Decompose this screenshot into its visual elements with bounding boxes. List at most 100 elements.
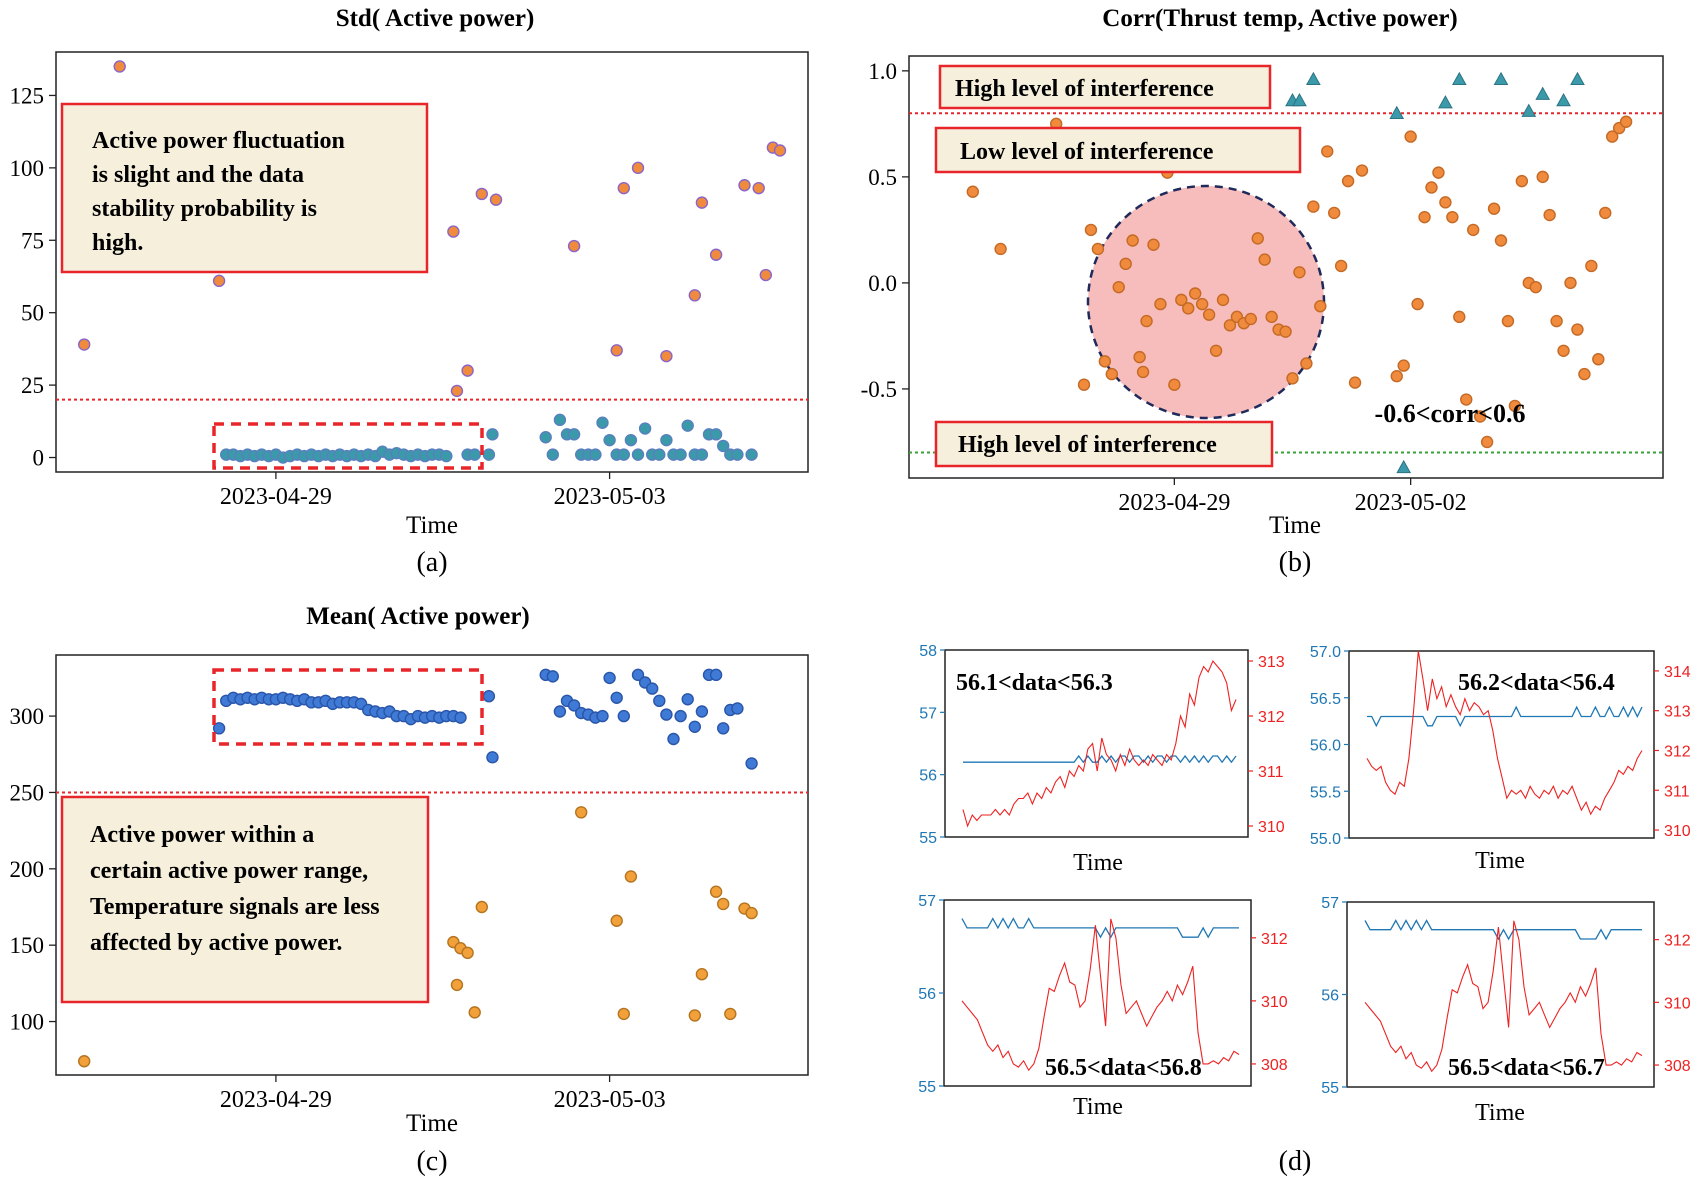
panel-d-subplot-4: 55 56 57 308 310 312 56.5<data<56.7 Time <box>1321 895 1691 1126</box>
panel-a-point-low <box>440 449 453 463</box>
panel-a-caption: (a) <box>416 547 447 578</box>
panel-b-range-text: -0.6<corr<0.6 <box>1375 399 1526 428</box>
panel-c-point-above <box>482 690 496 703</box>
panel-a-point-low <box>546 448 559 461</box>
panel-c-point-above <box>603 671 616 685</box>
panel-b-point <box>1182 302 1195 315</box>
x-tick-label: 2023-04-29 <box>220 1087 332 1113</box>
right-tick-label: 314 <box>1664 664 1691 681</box>
panel-c-point-above <box>667 732 680 746</box>
panel-a-point-low <box>596 416 609 429</box>
panel-b-point <box>1557 344 1570 357</box>
panel-c-highlight-box <box>212 668 484 746</box>
panel-a-point-low <box>745 448 758 461</box>
panel-b-caption: (b) <box>1279 547 1312 578</box>
panel-b-point <box>1439 196 1452 209</box>
left-tick-label: 55 <box>918 1079 936 1096</box>
x-tick-label: 2023-05-03 <box>554 1087 666 1113</box>
panel-c-title: Mean( Active power) <box>306 603 530 630</box>
y-tick-label: 250 <box>10 780 45 805</box>
subplot-range-label: 56.5<data<56.8 <box>1045 1055 1202 1081</box>
panel-a-point-low <box>603 433 616 447</box>
left-tick-label: 58 <box>919 643 937 660</box>
panel-c-point-above <box>631 668 645 682</box>
panel-b-point <box>1175 293 1188 307</box>
panel-a-point-low <box>624 433 638 447</box>
subplot-range-label: 56.5<data<56.7 <box>1448 1055 1605 1081</box>
panel-b-point <box>1355 164 1369 177</box>
panel-b-point <box>966 185 979 198</box>
panel-d: 5556575831031131231356.1<data<56.3Time55… <box>918 643 1691 1177</box>
panel-c-point-below <box>77 1055 91 1068</box>
panel-a-point-high <box>773 144 787 157</box>
panel-b-box-low: Low level of interference <box>934 126 1302 174</box>
panel-c-point-above <box>546 670 559 683</box>
panel-b-triangle-point <box>1556 93 1571 107</box>
panel-b-y-ticks: -0.5 0.0 0.5 1.0 <box>861 59 909 402</box>
right-tick-label: 313 <box>1258 654 1285 671</box>
panel-c-point-below <box>745 906 758 920</box>
panel-d-subplot-1: 55 56 57 58 310 311 312 313 56.1<data<56.3 Time <box>919 643 1285 876</box>
panel-b-point <box>1592 353 1605 366</box>
panel-c-point-below <box>475 900 488 914</box>
panel-a-point-high <box>113 60 126 73</box>
panel-b-point <box>1091 242 1105 256</box>
right-tick-label: 311 <box>1664 783 1690 800</box>
panel-c-point-above <box>653 694 666 708</box>
panel-d-subplot-3: 55 56 57 308 310 312 56.5<data<56.8 Time <box>918 893 1288 1120</box>
panel-b-point <box>1432 166 1445 179</box>
panel-a-point-high <box>709 248 723 261</box>
panel-b-point <box>994 242 1007 256</box>
left-tick-label: 56 <box>1321 988 1339 1005</box>
panel-b-point <box>1578 367 1591 381</box>
y-tick-label: 125 <box>10 83 45 108</box>
panel-b-point <box>1147 238 1160 251</box>
x-tick-label: 2023-04-29 <box>220 484 332 510</box>
panel-b-point <box>1418 210 1431 224</box>
panel-b-point <box>1404 130 1417 143</box>
panel-a-point-low <box>617 448 630 461</box>
panel-c-point-above <box>695 705 709 718</box>
panel-b-point <box>1453 310 1466 324</box>
panel-b-point <box>1314 300 1327 313</box>
panel-a-point-low <box>695 448 709 461</box>
subplot-xlabel: Time <box>1475 1100 1525 1126</box>
panel-b-point <box>1487 202 1501 215</box>
panel-b-point <box>1619 115 1633 128</box>
right-tick-label: 310 <box>1664 823 1691 840</box>
y-tick-label: 200 <box>10 857 45 882</box>
panel-b-point <box>1293 266 1306 279</box>
panel-b-point <box>1279 325 1292 338</box>
panel-b-point <box>1098 355 1112 368</box>
blue-series-line <box>1364 919 1642 941</box>
panel-b-point <box>1605 130 1619 143</box>
subplot-range-label: 56.1<data<56.3 <box>956 670 1113 696</box>
panel-b-point <box>1334 259 1348 273</box>
panel-c-y-ticks: 100 150 200 250 300 <box>10 704 56 1035</box>
panel-a-point-high <box>489 193 503 206</box>
panel-b-point <box>1133 350 1146 364</box>
panel-c-point-below <box>610 914 623 927</box>
right-tick-label: 312 <box>1261 931 1288 948</box>
panel-b-point <box>1529 280 1542 294</box>
panel-a-point-low <box>567 428 581 441</box>
panel-a-point-low <box>553 413 567 427</box>
panel-b-point <box>1390 370 1403 383</box>
panel-a-point-low <box>653 448 666 461</box>
panel-c-point-above <box>709 668 723 682</box>
panel-b-triangle-point <box>1396 459 1412 474</box>
panel-b-point <box>1188 287 1202 300</box>
panel-c-point-above <box>731 702 744 715</box>
red-series-line <box>1366 650 1643 816</box>
panel-b-point <box>1216 293 1230 307</box>
panel-b-point <box>1244 312 1258 326</box>
panel-b-point <box>1348 376 1362 389</box>
panel-a-point-high <box>77 338 91 351</box>
subplot-range-label: 56.2<data<56.4 <box>1458 670 1615 696</box>
subplot-xlabel: Time <box>1475 848 1525 874</box>
panel-b-point <box>1550 314 1563 328</box>
panel-b-point <box>1564 276 1577 290</box>
y-tick-label: 1.0 <box>868 59 897 84</box>
panel-b-point <box>1501 314 1515 328</box>
panel-c-point-above <box>688 720 701 733</box>
